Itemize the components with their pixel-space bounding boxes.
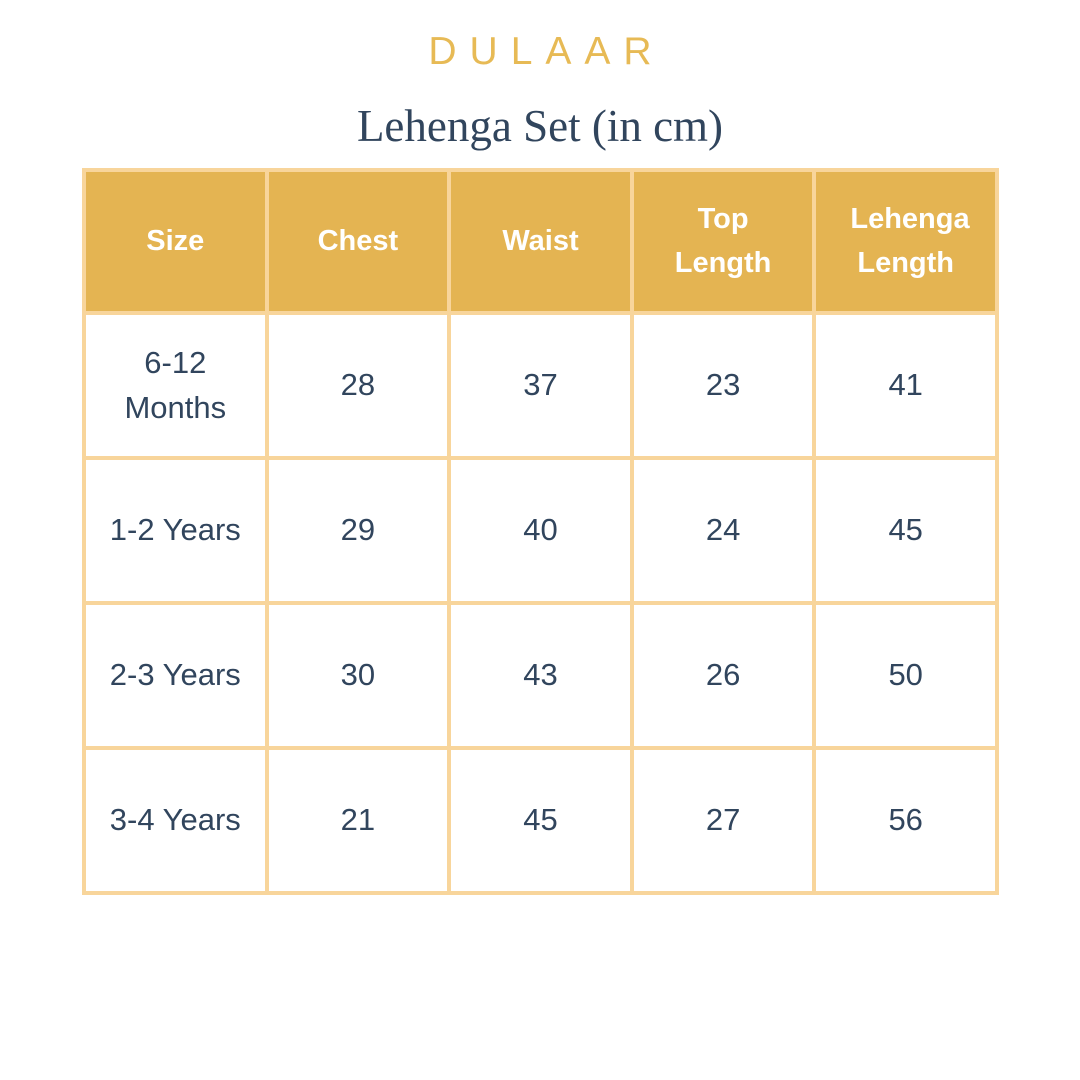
size-cell: 6-12 Months (82, 311, 269, 460)
table-header: Size Chest Waist Top Length Lehenga Leng… (82, 168, 999, 315)
table-header-row: Size Chest Waist Top Length Lehenga Leng… (82, 168, 999, 315)
brand-logo: DULAAR (428, 30, 665, 73)
table-row: 2-3 Years 30 43 26 50 (82, 601, 999, 750)
table-row: 3-4 Years 21 45 27 56 (82, 746, 999, 895)
table-row: 1-2 Years 29 40 24 45 (82, 456, 999, 605)
top-length-cell: 23 (629, 311, 817, 460)
chest-cell: 28 (264, 311, 452, 460)
size-cell: 1-2 Years (82, 456, 269, 605)
size-cell: 2-3 Years (82, 601, 269, 750)
chest-cell: 21 (264, 746, 452, 895)
lehenga-length-cell: 45 (812, 456, 999, 605)
chest-cell: 29 (264, 456, 452, 605)
chest-cell: 30 (264, 601, 452, 750)
waist-cell: 43 (447, 601, 634, 750)
page-title: Lehenga Set (in cm) (356, 101, 724, 151)
header-cell-chest: Chest (264, 168, 452, 315)
header-cell-size: Size (82, 168, 269, 315)
header-cell-lehenga-length: Lehenga Length (812, 168, 999, 315)
waist-cell: 40 (447, 456, 634, 605)
size-cell: 3-4 Years (82, 746, 269, 895)
lehenga-length-cell: 56 (812, 746, 999, 895)
waist-cell: 45 (447, 746, 634, 895)
header-cell-waist: Waist (447, 168, 634, 315)
header-cell-top-length: Top Length (629, 168, 817, 315)
size-chart-table: Size Chest Waist Top Length Lehenga Leng… (82, 168, 999, 895)
lehenga-length-cell: 41 (812, 311, 999, 460)
top-length-cell: 26 (629, 601, 817, 750)
waist-cell: 37 (447, 311, 634, 460)
table-body: 6-12 Months 28 37 23 41 1-2 Years 29 40 … (82, 311, 999, 895)
top-length-cell: 24 (629, 456, 817, 605)
top-length-cell: 27 (629, 746, 817, 895)
table-row: 6-12 Months 28 37 23 41 (82, 311, 999, 460)
lehenga-length-cell: 50 (812, 601, 999, 750)
